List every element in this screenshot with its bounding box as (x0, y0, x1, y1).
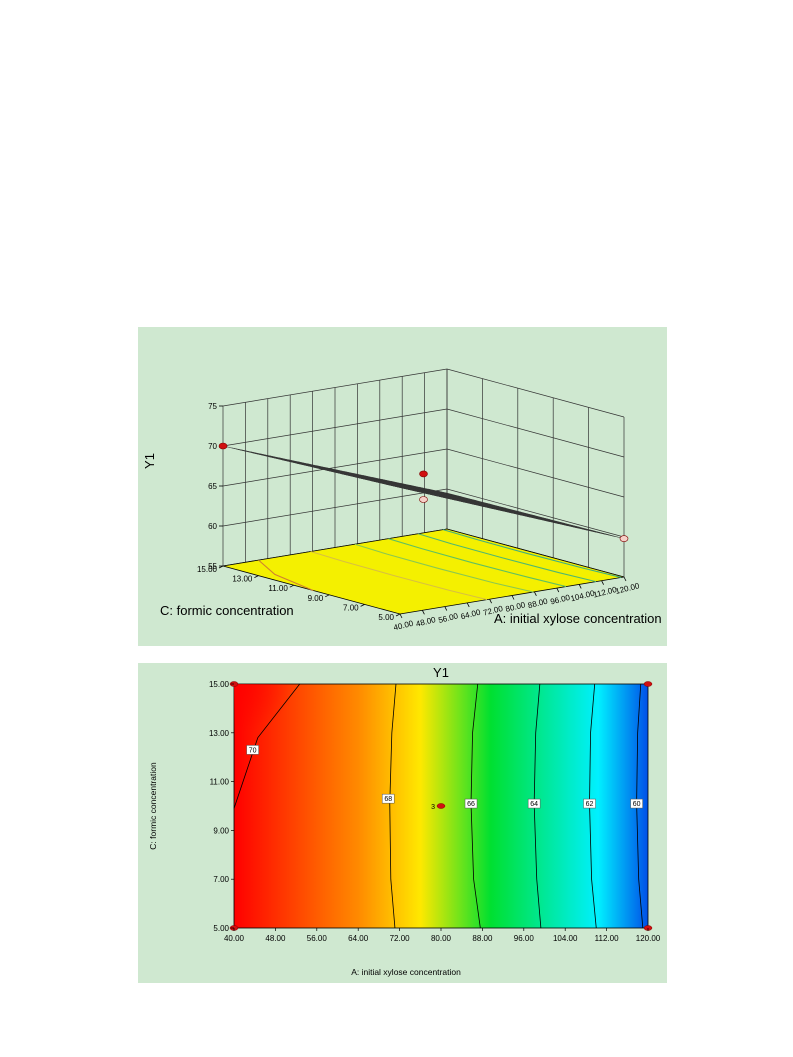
x-tick-label: 56.00 (437, 611, 459, 625)
grid-line (222, 448, 625, 498)
design-point (619, 535, 629, 542)
x-tick-label: 88.00 (527, 596, 549, 610)
floor-contour (388, 538, 567, 588)
x-tick-label: 48.00 (265, 934, 286, 943)
contour-plot-panel: 70 68 66 64 62 60 3 40.00 48.00 56.00 64.00 72.00 80… (138, 663, 667, 983)
x-tick-mark (511, 595, 515, 600)
contour-plot: 70 68 66 64 62 60 3 40.00 48.00 56.00 64.00 72.00 80… (148, 665, 661, 977)
contour-line (233, 683, 301, 809)
x-tick-label: 88.00 (472, 934, 493, 943)
x-tick-label: 40.00 (393, 619, 415, 633)
y-tick-label: 13.00 (209, 729, 230, 738)
x-tick-mark (489, 599, 492, 604)
z-tick-label: 55 (208, 562, 217, 571)
y-tick-label: 9.00 (213, 826, 229, 835)
floor-contour (442, 529, 622, 578)
x-tick-mark (601, 580, 604, 585)
x-tick-label: 48.00 (415, 615, 437, 629)
y-tick-mark (289, 584, 294, 588)
x-tick-mark (444, 606, 448, 611)
floor-contour (418, 533, 597, 583)
grid-line (222, 488, 625, 538)
grid-line (222, 368, 625, 418)
grid-line (222, 408, 625, 458)
contour-label: 60 (633, 801, 641, 808)
contour-label: 62 (586, 801, 594, 808)
floor-contour (354, 543, 534, 593)
design-point (436, 803, 446, 809)
contour-label-box (583, 798, 596, 809)
y-axis-label: C: formic concentration (160, 603, 294, 618)
x-tick-label: 56.00 (307, 934, 328, 943)
contour-label-box (246, 745, 259, 755)
surface-cell (437, 490, 462, 497)
design-point (419, 470, 428, 478)
y-tick-mark (325, 594, 330, 598)
surface-floor (222, 528, 625, 615)
surface-plot-panel: 55 60 65 70 75 Y1 40.00 48.00 56.00 64.00 72.00 80.… (138, 327, 667, 646)
contour-label: 70 (249, 747, 257, 754)
floor-contour (258, 559, 314, 591)
x-tick-mark (399, 613, 403, 619)
x-tick-mark (556, 587, 560, 593)
z-tick-label: 70 (208, 442, 217, 451)
y-tick-label: 15.00 (209, 680, 230, 689)
x-tick-label: 120.00 (636, 934, 661, 943)
x-tick-label: 96.00 (549, 593, 571, 607)
x-tick-mark (466, 602, 470, 608)
y-tick-label: 7.00 (213, 875, 229, 884)
design-point (643, 681, 653, 687)
contour-label-box (381, 793, 395, 804)
y-tick-label: 5.00 (213, 924, 229, 933)
y-tick-label: 5.00 (378, 613, 394, 622)
z-tick-label: 65 (208, 482, 217, 491)
contour-label-box (464, 798, 478, 809)
x-tick-label: 64.00 (460, 608, 482, 622)
x-tick-label: 80.00 (431, 934, 452, 943)
contour-fill-corner (234, 684, 354, 784)
y-tick-mark (254, 575, 259, 578)
y-tick-mark (395, 613, 401, 617)
y-tick-mark (360, 604, 365, 607)
y-tick-label: 15.00 (197, 565, 218, 574)
x-tick-label: 96.00 (514, 934, 535, 943)
x-tick-label: 104.00 (553, 934, 578, 943)
x-tick-mark (623, 576, 627, 582)
z-tick-label: 60 (208, 522, 217, 531)
x-tick-mark (578, 584, 582, 589)
x-tick-mark (534, 591, 537, 596)
design-point (218, 442, 228, 450)
contour-label-box (527, 798, 541, 809)
z-axis-label: Y1 (142, 453, 157, 469)
x-tick-label: 64.00 (348, 934, 369, 943)
contour-label: 66 (467, 801, 475, 808)
floor-contour (310, 550, 488, 601)
design-point (419, 496, 428, 503)
y-tick-label: 9.00 (308, 594, 324, 603)
contour-label-box (630, 798, 643, 809)
contour-label: 64 (530, 801, 538, 808)
z-tick-label: 75 (208, 402, 217, 411)
replicate-count: 3 (431, 804, 435, 811)
y-tick-label: 13.00 (232, 575, 253, 584)
x-tick-label: 72.00 (390, 934, 411, 943)
x-tick-mark (422, 610, 425, 615)
y-tick-label: 7.00 (343, 603, 359, 612)
x-tick-label: 112.00 (595, 934, 619, 943)
contour-title: Y1 (433, 665, 449, 680)
x-axis-label: A: initial xylose concentration (494, 611, 662, 626)
y-tick-label: 11.00 (210, 778, 230, 787)
x-tick-label: 120.00 (614, 581, 640, 596)
x-tick-label: 40.00 (224, 934, 245, 943)
x-axis-label: A: initial xylose concentration (351, 967, 461, 977)
y-tick-mark (218, 565, 224, 569)
contour-line (389, 683, 397, 929)
y-tick-label: 11.00 (268, 584, 288, 593)
contour-label: 68 (384, 796, 392, 803)
response-surface (222, 445, 625, 539)
y-axis-label: C: formic concentration (148, 762, 158, 850)
